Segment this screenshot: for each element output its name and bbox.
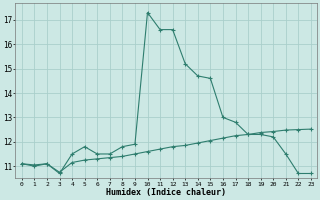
X-axis label: Humidex (Indice chaleur): Humidex (Indice chaleur) (106, 188, 226, 197)
